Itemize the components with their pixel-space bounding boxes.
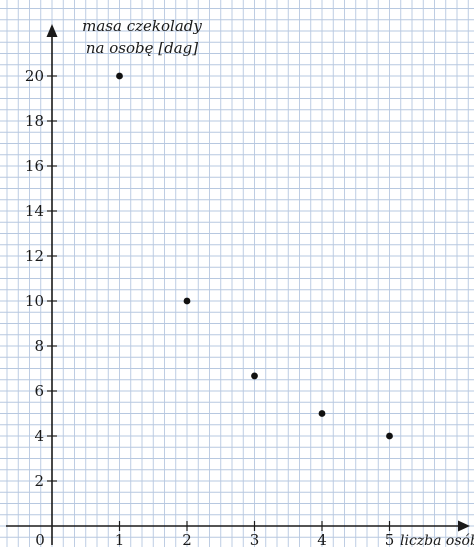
y-tick-label: 14 (25, 202, 44, 220)
y-axis-arrow (46, 24, 58, 37)
x-axis-arrow (458, 520, 470, 532)
data-point (183, 297, 191, 305)
y-axis-title-line-2: na osobę [dag] (86, 39, 198, 57)
x-axis-title: liczba osób (400, 533, 474, 547)
data-point (386, 432, 393, 440)
y-tick-label: 6 (34, 382, 44, 400)
data-points (116, 72, 393, 440)
origin-label: 0 (35, 531, 45, 547)
data-point (251, 372, 258, 380)
y-axis-title-line-1: masa czekolady (82, 17, 202, 35)
x-tick-label: 4 (317, 531, 327, 547)
ticks (47, 75, 391, 531)
x-tick-label: 3 (250, 531, 260, 547)
y-tick-label: 4 (34, 427, 44, 445)
y-tick-label: 2 (34, 472, 44, 490)
y-tick-label: 10 (25, 292, 44, 310)
x-tick-label: 2 (182, 531, 192, 547)
x-tick-label: 1 (115, 531, 125, 547)
y-tick-label: 16 (25, 157, 44, 175)
x-tick-label: 5 (385, 531, 395, 547)
y-tick-label: 12 (25, 247, 44, 265)
y-tick-label: 20 (25, 67, 44, 85)
data-point (116, 72, 123, 80)
data-point (318, 410, 326, 417)
y-tick-label: 8 (34, 337, 44, 355)
y-tick-label: 18 (25, 112, 44, 130)
